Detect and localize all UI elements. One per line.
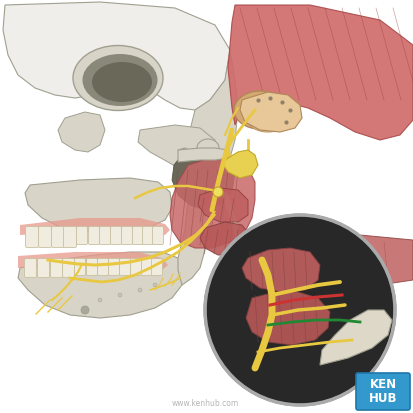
- FancyBboxPatch shape: [356, 373, 410, 410]
- Circle shape: [138, 288, 142, 292]
- Text: www.kenhub.com: www.kenhub.com: [171, 399, 239, 408]
- Circle shape: [153, 283, 157, 287]
- FancyBboxPatch shape: [119, 259, 131, 275]
- Polygon shape: [25, 178, 172, 232]
- Polygon shape: [228, 5, 413, 140]
- FancyBboxPatch shape: [152, 226, 164, 244]
- FancyBboxPatch shape: [86, 259, 97, 275]
- Polygon shape: [170, 158, 255, 248]
- FancyBboxPatch shape: [131, 259, 142, 275]
- Polygon shape: [320, 310, 392, 365]
- Polygon shape: [18, 252, 168, 270]
- FancyBboxPatch shape: [62, 259, 74, 278]
- FancyBboxPatch shape: [24, 259, 36, 278]
- Polygon shape: [200, 222, 250, 255]
- Circle shape: [118, 293, 122, 297]
- Circle shape: [81, 306, 89, 314]
- FancyBboxPatch shape: [38, 226, 52, 247]
- Polygon shape: [20, 218, 170, 235]
- Polygon shape: [138, 125, 218, 175]
- Ellipse shape: [247, 104, 289, 132]
- Polygon shape: [178, 148, 215, 285]
- Polygon shape: [246, 292, 330, 345]
- Polygon shape: [240, 92, 302, 132]
- FancyBboxPatch shape: [121, 226, 133, 244]
- FancyBboxPatch shape: [50, 259, 62, 278]
- Text: KEN
HUB: KEN HUB: [369, 377, 397, 404]
- Polygon shape: [178, 148, 228, 162]
- FancyBboxPatch shape: [52, 226, 64, 247]
- Circle shape: [213, 187, 223, 197]
- FancyBboxPatch shape: [142, 226, 154, 244]
- Polygon shape: [58, 112, 105, 152]
- Ellipse shape: [234, 91, 286, 129]
- Ellipse shape: [92, 62, 152, 102]
- Polygon shape: [18, 252, 185, 318]
- Circle shape: [205, 215, 395, 405]
- Circle shape: [98, 298, 102, 302]
- Ellipse shape: [197, 139, 219, 157]
- FancyBboxPatch shape: [38, 259, 50, 278]
- FancyBboxPatch shape: [97, 259, 109, 275]
- FancyBboxPatch shape: [64, 226, 76, 247]
- FancyBboxPatch shape: [152, 259, 162, 275]
- FancyBboxPatch shape: [88, 226, 100, 244]
- FancyBboxPatch shape: [76, 226, 88, 244]
- Polygon shape: [222, 150, 258, 178]
- FancyBboxPatch shape: [111, 226, 121, 244]
- FancyBboxPatch shape: [26, 226, 38, 247]
- Ellipse shape: [83, 54, 157, 106]
- Polygon shape: [198, 188, 248, 222]
- FancyBboxPatch shape: [142, 259, 152, 275]
- FancyBboxPatch shape: [100, 226, 111, 244]
- Polygon shape: [242, 248, 320, 292]
- Polygon shape: [178, 50, 238, 195]
- Polygon shape: [3, 2, 230, 110]
- FancyBboxPatch shape: [109, 259, 119, 275]
- FancyBboxPatch shape: [133, 226, 143, 244]
- Polygon shape: [250, 235, 413, 292]
- FancyBboxPatch shape: [74, 259, 85, 275]
- Ellipse shape: [73, 45, 163, 111]
- Polygon shape: [172, 148, 235, 210]
